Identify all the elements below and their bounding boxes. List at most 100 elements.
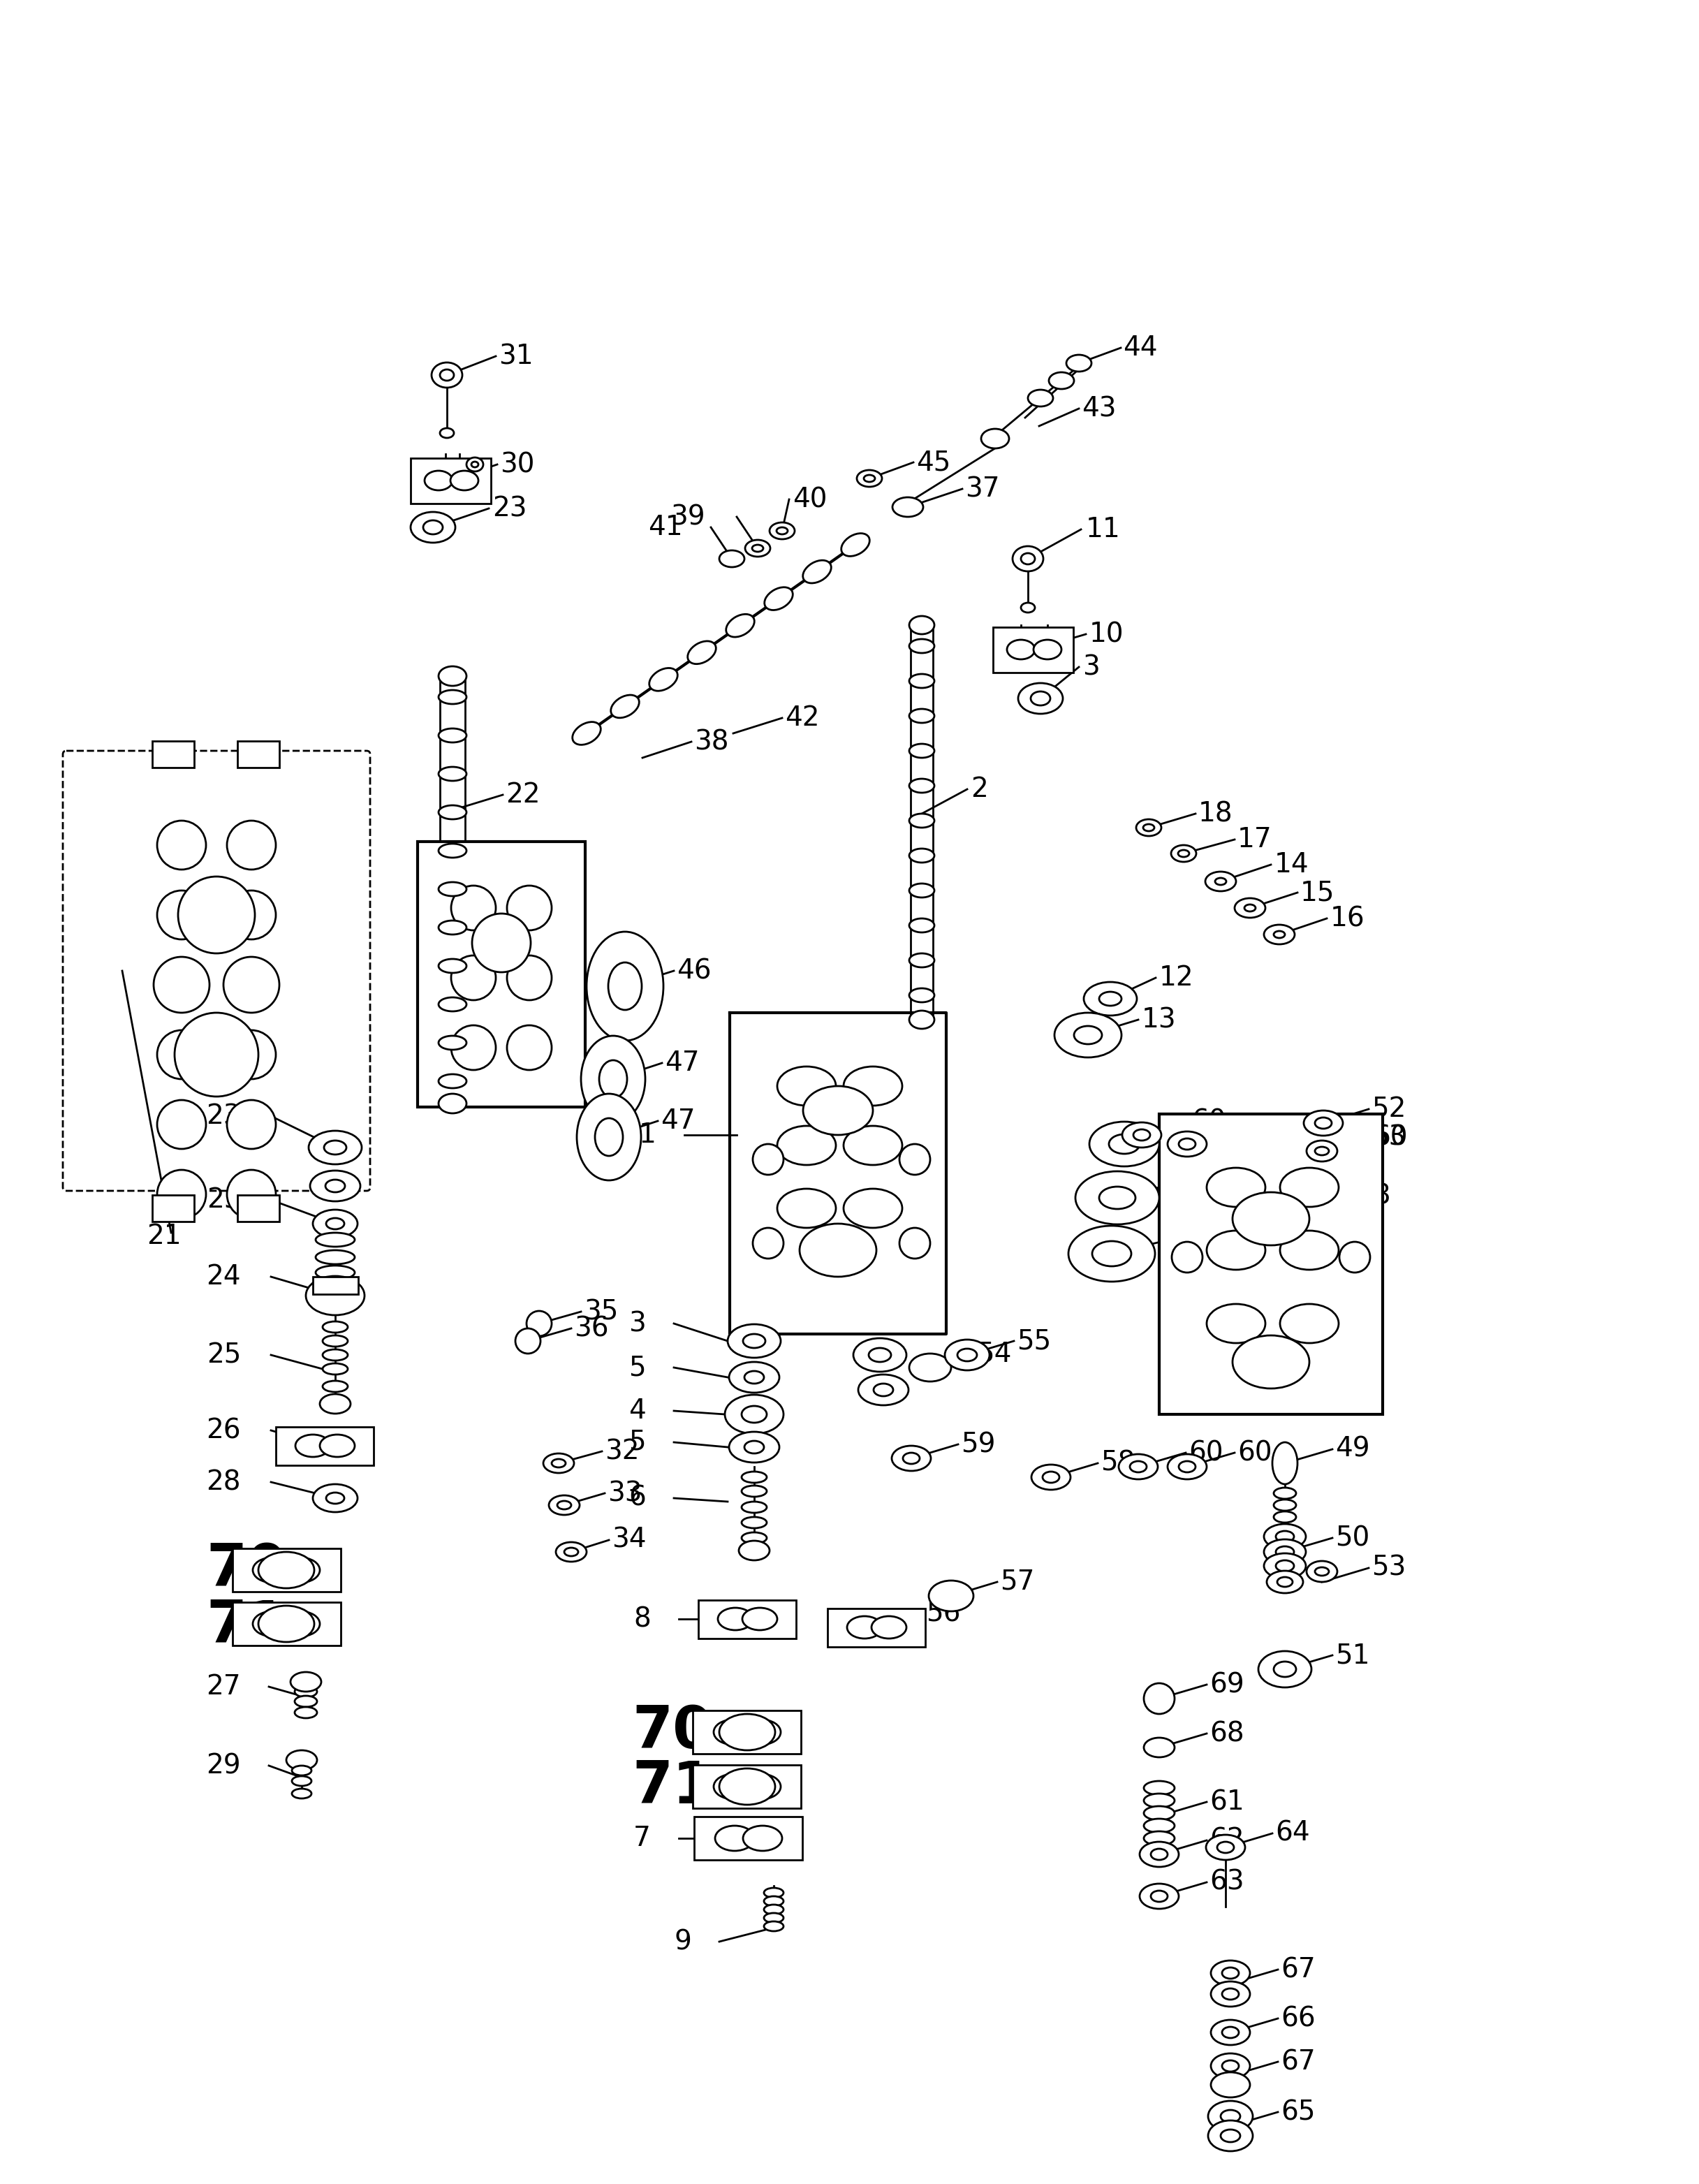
Ellipse shape (909, 954, 934, 968)
Ellipse shape (1273, 1441, 1298, 1485)
Ellipse shape (1143, 1806, 1174, 1819)
Ellipse shape (1074, 1026, 1103, 1044)
Ellipse shape (438, 690, 467, 703)
Text: 53: 53 (1371, 1555, 1407, 1581)
Ellipse shape (156, 821, 206, 869)
Ellipse shape (309, 1131, 362, 1164)
Ellipse shape (432, 363, 462, 387)
Ellipse shape (1276, 1546, 1295, 1557)
Ellipse shape (1021, 603, 1035, 612)
Text: 67: 67 (1281, 2049, 1315, 2075)
Ellipse shape (253, 1557, 292, 1583)
Ellipse shape (178, 876, 255, 954)
Ellipse shape (228, 821, 275, 869)
Ellipse shape (1167, 1455, 1206, 1479)
Ellipse shape (1220, 2110, 1240, 2123)
Ellipse shape (472, 913, 530, 972)
Ellipse shape (600, 1059, 627, 1099)
Text: 20: 20 (1164, 1230, 1198, 1256)
Ellipse shape (729, 1363, 780, 1393)
Ellipse shape (909, 710, 934, 723)
Ellipse shape (1069, 1225, 1155, 1282)
Bar (698, 1599, 797, 1638)
Ellipse shape (1075, 1171, 1159, 1225)
Text: 8: 8 (634, 1605, 651, 1631)
Bar (313, 1275, 358, 1293)
Text: 20: 20 (1167, 1173, 1203, 1199)
Ellipse shape (319, 1435, 355, 1457)
Ellipse shape (742, 1334, 765, 1348)
Text: 25: 25 (207, 1341, 241, 1367)
Ellipse shape (1315, 1568, 1329, 1575)
Ellipse shape (872, 1616, 906, 1638)
Ellipse shape (1031, 1465, 1070, 1489)
Ellipse shape (909, 1011, 934, 1029)
Text: 1: 1 (639, 1123, 656, 1149)
Ellipse shape (586, 933, 663, 1040)
Ellipse shape (719, 1769, 775, 1804)
Ellipse shape (899, 1144, 929, 1175)
Ellipse shape (1143, 1684, 1174, 1714)
Text: 67: 67 (1281, 1957, 1315, 1983)
Text: 23: 23 (493, 496, 527, 522)
Ellipse shape (438, 729, 467, 743)
Ellipse shape (1143, 1738, 1174, 1758)
Ellipse shape (1274, 930, 1284, 937)
Ellipse shape (929, 1581, 974, 1612)
Ellipse shape (228, 1101, 275, 1149)
Ellipse shape (1179, 1461, 1196, 1472)
Text: 29: 29 (206, 1752, 241, 1780)
Ellipse shape (326, 1219, 345, 1230)
Ellipse shape (156, 1171, 206, 1219)
Ellipse shape (1033, 640, 1062, 660)
Ellipse shape (1307, 1140, 1337, 1162)
Ellipse shape (1067, 354, 1091, 371)
Ellipse shape (316, 1265, 355, 1280)
Text: 32: 32 (605, 1437, 639, 1465)
Ellipse shape (1137, 819, 1162, 836)
Ellipse shape (804, 1085, 873, 1136)
Ellipse shape (770, 522, 795, 539)
Ellipse shape (1211, 1961, 1250, 1985)
Ellipse shape (1267, 1570, 1303, 1592)
Text: 52: 52 (1371, 1096, 1407, 1123)
Ellipse shape (1278, 1577, 1293, 1588)
Ellipse shape (323, 1350, 348, 1361)
Ellipse shape (1211, 2053, 1250, 2079)
Ellipse shape (741, 1503, 766, 1514)
Ellipse shape (753, 544, 763, 553)
Ellipse shape (425, 472, 452, 489)
Ellipse shape (1089, 1123, 1159, 1166)
Ellipse shape (858, 1374, 909, 1404)
Ellipse shape (506, 887, 552, 930)
Ellipse shape (1222, 2060, 1239, 2073)
Ellipse shape (292, 1765, 311, 1776)
Ellipse shape (1274, 1487, 1296, 1498)
Ellipse shape (649, 668, 678, 690)
Ellipse shape (292, 1776, 311, 1787)
Ellipse shape (294, 1695, 318, 1708)
Text: 44: 44 (1123, 334, 1157, 360)
Text: 35: 35 (584, 1297, 618, 1326)
Ellipse shape (175, 1013, 258, 1096)
Ellipse shape (744, 1441, 765, 1452)
Text: 22: 22 (506, 782, 540, 808)
Ellipse shape (742, 1826, 782, 1850)
Ellipse shape (296, 1435, 330, 1457)
Ellipse shape (729, 1433, 780, 1463)
Text: 61: 61 (1210, 1789, 1244, 1815)
Ellipse shape (323, 1334, 348, 1348)
Ellipse shape (294, 1686, 318, 1697)
Text: 23: 23 (206, 1103, 241, 1129)
Ellipse shape (1315, 1118, 1332, 1129)
Ellipse shape (909, 780, 934, 793)
Ellipse shape (1123, 1123, 1162, 1147)
Text: 16: 16 (1330, 904, 1364, 933)
Ellipse shape (1172, 1243, 1203, 1273)
Text: 19: 19 (1177, 1116, 1211, 1144)
Ellipse shape (741, 1533, 766, 1544)
Ellipse shape (438, 767, 467, 782)
Ellipse shape (313, 1485, 357, 1511)
Ellipse shape (309, 1171, 360, 1201)
Text: 42: 42 (785, 705, 819, 732)
